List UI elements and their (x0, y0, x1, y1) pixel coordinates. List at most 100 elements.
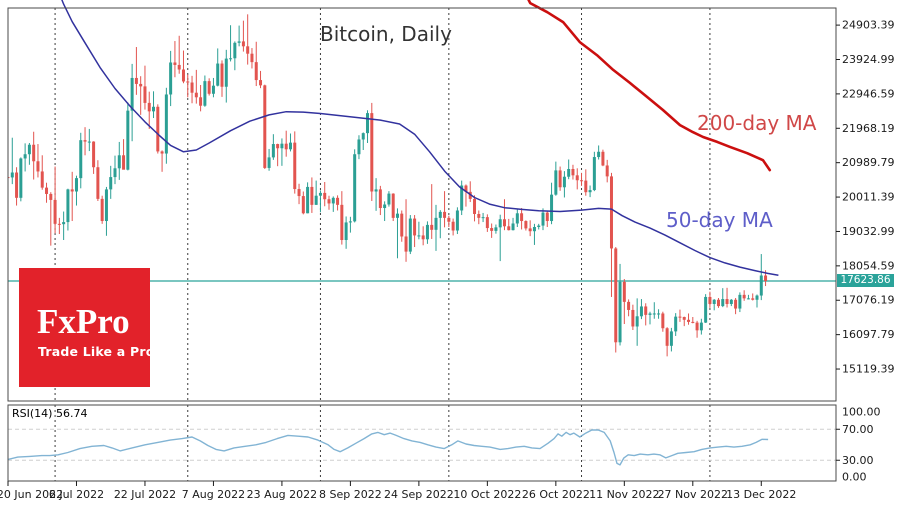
candle-body (554, 170, 558, 195)
candle-body (652, 313, 656, 315)
date-tick-label: 20 Jun 2022 (0, 488, 63, 501)
candle-body (323, 192, 327, 200)
candle-body (194, 92, 198, 98)
candle-body (716, 299, 720, 307)
candle-body (370, 113, 374, 192)
candle-body (70, 189, 74, 192)
candle-body (742, 294, 746, 299)
candle-body (203, 81, 207, 106)
ma200-label: 200-day MA (697, 111, 817, 135)
candle-body (87, 141, 91, 143)
candle-body (485, 217, 489, 229)
candle-body (712, 299, 716, 304)
ma200-line (527, 0, 772, 172)
candle-body (378, 189, 382, 209)
candle-body (92, 141, 96, 168)
candle-body (678, 316, 682, 318)
candle-body (443, 211, 447, 218)
candle-body (622, 281, 626, 302)
price-tick-label: 15119.39 (842, 363, 895, 376)
fxpro-logo-wordmark: FxPro (37, 302, 130, 341)
price-tick-label: 17076.19 (842, 294, 895, 307)
candle-body (207, 81, 211, 94)
candle-body (62, 222, 66, 225)
candle-body (571, 168, 575, 176)
candle-body (186, 81, 190, 83)
candle-body (32, 144, 36, 162)
candle-body (464, 185, 468, 192)
rsi-line (8, 429, 769, 466)
candle-body (490, 228, 494, 231)
candle-body (447, 217, 451, 222)
candle-body (181, 69, 185, 82)
candle-body (122, 155, 126, 170)
candle-body (438, 211, 442, 218)
candle-body (562, 176, 566, 188)
candle-body (241, 41, 245, 47)
candle-body (139, 83, 143, 87)
candle-body (318, 192, 322, 196)
candle-body (721, 299, 725, 307)
candle-body (152, 106, 156, 112)
candle-body (609, 176, 613, 249)
candle-body (614, 248, 618, 343)
candle-body (507, 226, 511, 231)
candle-body (211, 85, 215, 94)
candle-body (451, 221, 455, 231)
candle-body (361, 133, 365, 140)
candle-body (494, 227, 498, 231)
candle-body (502, 219, 506, 227)
candle-body (143, 86, 147, 103)
candle-body (404, 236, 408, 252)
last-price-tag: 17623.86 (837, 274, 894, 288)
candle-body (366, 113, 370, 134)
candle-body (147, 102, 151, 112)
ma50-line (61, 0, 779, 276)
date-tick-label: 27 Nov 2022 (658, 488, 728, 501)
candle-body (383, 204, 387, 209)
candle-body (635, 316, 639, 327)
candle-body (434, 217, 438, 230)
candle-body (400, 213, 404, 237)
candle-body (237, 41, 241, 43)
date-tick-label: 22 Jul 2022 (114, 488, 176, 501)
chart-title: Bitcoin, Daily (320, 22, 452, 46)
candle-body (113, 168, 117, 178)
candle-body (687, 319, 691, 322)
candle-body (567, 168, 571, 177)
candle-body (96, 167, 100, 199)
candle-body (220, 63, 224, 87)
candle-body (520, 213, 524, 222)
price-tick-label: 16097.79 (842, 328, 895, 341)
date-tick-label: 13 Dec 2022 (726, 488, 796, 501)
candle-body (216, 63, 220, 86)
candle-body (627, 301, 631, 310)
candle-body (36, 161, 40, 172)
candle-body (117, 155, 121, 169)
candle-body (417, 235, 421, 237)
candle-body (357, 139, 361, 155)
candle-body (353, 154, 357, 222)
candle-body (657, 313, 661, 315)
candle-body (541, 212, 545, 226)
date-tick-label: 6 Jul 2022 (49, 488, 104, 501)
candle-body (40, 171, 44, 188)
date-tick-label: 11 Nov 2022 (589, 488, 659, 501)
candle-body (280, 143, 284, 149)
rsi-panel-frame (7, 404, 837, 482)
date-tick-label: 7 Aug 2022 (182, 488, 245, 501)
candle-body (224, 58, 228, 87)
candle-body (331, 197, 335, 204)
candle-body (481, 217, 485, 219)
candle-body (15, 172, 19, 198)
date-tick-label: 26 Oct 2022 (522, 488, 590, 501)
date-tick-label: 10 Oct 2022 (453, 488, 521, 501)
candle-body (592, 157, 596, 191)
price-tick-label: 19032.99 (842, 225, 895, 238)
candle-body (177, 64, 181, 70)
candle-body (374, 189, 378, 192)
rsi-indicator-label: RSI(14) 56.74 (12, 407, 88, 420)
